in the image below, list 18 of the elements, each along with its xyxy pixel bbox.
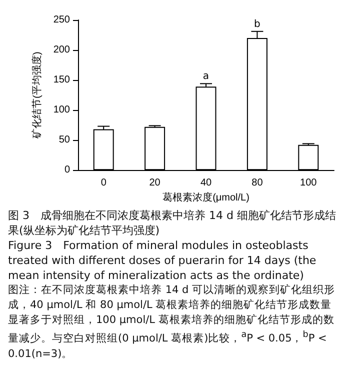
y-axis-title: 矿化结节(平均强度) [30,52,43,140]
y-tick-label: 150 [53,74,70,86]
x-tick-label: 0 [100,178,107,189]
x-tick-label: 80 [252,178,264,189]
y-tick-label: 0 [64,164,70,176]
x-tick-label: 100 [300,178,318,189]
y-tick-label: 50 [58,134,70,146]
y-tick-label: 250 [53,14,70,26]
annotation: a [202,71,210,82]
x-tick-label: 40 [200,178,212,189]
y-tick-label: 100 [53,104,70,116]
x-axis-title: 葛根素浓度(μmol/L) [162,192,250,204]
text: 图注：在不同浓度葛根素中培养 14 d 可以清晰的观察到矿化组织形成，40 μmol/L 和 80 μmol/L 葛根素培养的细胞矿化结节形成数量显著多于对照组，100 μmol/L 葛根素培养的细胞矿化结节形成的数量减少。与空白对照组(0 μmol/L 葛根素)比较，$^{a}$P < 0.05，$^{b}$P < 0.01(n=3)。 [8,284,336,360]
x-tick-label: 20 [149,178,161,189]
y-tick-label: 200 [53,44,70,56]
annotation: b [254,18,260,30]
text: 图 3 成骨细胞在不同浓度葛根素中培养 14 d 细胞矿化结节形成结果(纵坐标为矿化结节平均强度) [8,208,337,238]
text: Figure 3 Formation of mineral modules in osteoblasts treated with different doses of puerarin for 14 days (the mean intensity of mineralization acts as the ordinate) [8,238,318,283]
